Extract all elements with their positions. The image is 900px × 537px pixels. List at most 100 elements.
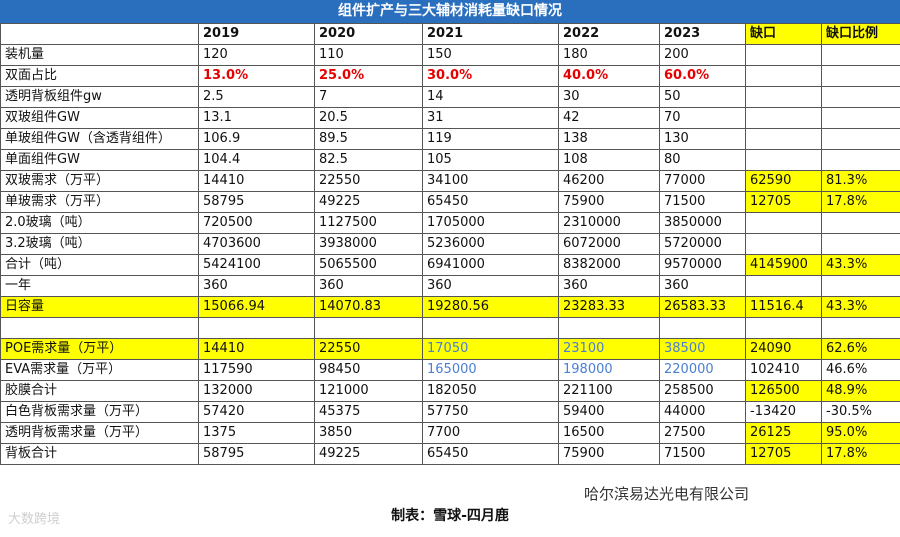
table-cell: 360 — [659, 275, 746, 297]
table-cell: 82.5 — [314, 149, 423, 171]
table-cell: 17050 — [422, 338, 559, 360]
table-cell: 26125 — [745, 422, 822, 444]
table-cell: 43.3% — [821, 254, 900, 276]
table-cell: 80 — [659, 149, 746, 171]
table-cell: 65450 — [422, 191, 559, 213]
row-label: 透明背板组件gw — [0, 86, 199, 108]
watermark-right: 哈尔滨易达光电有限公司 — [584, 483, 750, 504]
table-cell: 23283.33 — [558, 296, 660, 318]
table-cell: 102410 — [745, 359, 822, 381]
table-cell: 8382000 — [558, 254, 660, 276]
row-label: 双玻需求（万平） — [0, 170, 199, 192]
table-cell: 46.6% — [821, 359, 900, 381]
table-cell: 58795 — [198, 191, 315, 213]
table-cell: 720500 — [198, 212, 315, 234]
table-row: 胶膜合计 132000 121000 182050 221100 258500 126500… — [0, 380, 900, 402]
table-cell: 200 — [659, 44, 746, 66]
table-row: 装机量 120 110 150 180 200 — [0, 44, 900, 66]
table-cell — [821, 128, 900, 150]
table-cell: 15066.94 — [198, 296, 315, 318]
table-cell — [821, 86, 900, 108]
table-cell: 1127500 — [314, 212, 423, 234]
table-cell: 221100 — [558, 380, 660, 402]
table-cell: 49225 — [314, 443, 423, 465]
table-cell: 165000 — [422, 359, 559, 381]
table-cell: 25.0% — [314, 65, 423, 87]
table-cell: 48.9% — [821, 380, 900, 402]
table-cell: 30 — [558, 86, 660, 108]
table-cell: 81.3% — [821, 170, 900, 192]
table-cell — [659, 317, 746, 339]
header-cell: 2019 — [198, 23, 315, 45]
row-label: 日容量 — [0, 296, 199, 318]
table-cell: 14 — [422, 86, 559, 108]
table-cell: 6072000 — [558, 233, 660, 255]
table-cell: 117590 — [198, 359, 315, 381]
table-cell: 108 — [558, 149, 660, 171]
table-cell: 110 — [314, 44, 423, 66]
table-cell — [821, 149, 900, 171]
table-cell: 57750 — [422, 401, 559, 423]
table-cell: 17.8% — [821, 191, 900, 213]
table-cell — [745, 317, 822, 339]
table-cell: 50 — [659, 86, 746, 108]
table-cell: 14410 — [198, 170, 315, 192]
row-label: 单玻组件GW（含透背组件） — [0, 128, 199, 150]
table-cell: 360 — [314, 275, 423, 297]
table-cell — [821, 317, 900, 339]
table-row: 日容量 15066.94 14070.83 19280.56 23283.33 26583… — [0, 296, 900, 318]
row-label: 白色背板需求量（万平） — [0, 401, 199, 423]
table-cell: 20.5 — [314, 107, 423, 129]
table-cell — [745, 128, 822, 150]
row-label: POE需求量（万平） — [0, 338, 199, 360]
table-row — [0, 317, 900, 339]
table-cell: 42 — [558, 107, 660, 129]
table-cell: 95.0% — [821, 422, 900, 444]
header-cell: 缺口比例 — [821, 23, 900, 45]
table-cell — [821, 212, 900, 234]
table-cell: 58795 — [198, 443, 315, 465]
row-label: 合计（吨） — [0, 254, 199, 276]
table-cell — [821, 107, 900, 129]
table-row: 白色背板需求量（万平） 57420 45375 57750 59400 44000 -134… — [0, 401, 900, 423]
table-row: EVA需求量（万平） 117590 98450 165000 198000 220000 1… — [0, 359, 900, 381]
row-label: 一年 — [0, 275, 199, 297]
table-cell — [422, 317, 559, 339]
table-cell — [198, 317, 315, 339]
table-cell: 13.1 — [198, 107, 315, 129]
table-cell: 104.4 — [198, 149, 315, 171]
table-cell — [745, 107, 822, 129]
row-label: 双玻组件GW — [0, 107, 199, 129]
table-cell: 77000 — [659, 170, 746, 192]
table-cell — [745, 275, 822, 297]
table-cell: 106.9 — [198, 128, 315, 150]
row-label: 3.2玻璃（吨） — [0, 233, 199, 255]
table-cell — [314, 317, 423, 339]
table-cell: 14410 — [198, 338, 315, 360]
row-label — [0, 317, 199, 339]
table-cell — [745, 65, 822, 87]
table-cell: 89.5 — [314, 128, 423, 150]
table-cell: 23100 — [558, 338, 660, 360]
table-cell: 40.0% — [558, 65, 660, 87]
table-cell — [821, 44, 900, 66]
watermark-left: 大数跨境 — [8, 512, 61, 527]
table-cell: 198000 — [558, 359, 660, 381]
table-cell: 5065500 — [314, 254, 423, 276]
table-cell: 1375 — [198, 422, 315, 444]
table-cell: 13.0% — [198, 65, 315, 87]
table-cell: 12705 — [745, 191, 822, 213]
table-cell: 11516.4 — [745, 296, 822, 318]
table-cell: 14070.83 — [314, 296, 423, 318]
header-cell: 2022 — [558, 23, 660, 45]
table-cell — [745, 149, 822, 171]
row-label: EVA需求量（万平） — [0, 359, 199, 381]
table-cell: 258500 — [659, 380, 746, 402]
table-row: 3.2玻璃（吨） 4703600 3938000 5236000 6072000 5720… — [0, 233, 900, 255]
header-cell — [0, 23, 199, 45]
table-cell: 105 — [422, 149, 559, 171]
table-cell: 44000 — [659, 401, 746, 423]
table-cell: 9570000 — [659, 254, 746, 276]
data-table: 2019 2020 2021 2022 2023 缺口 缺口比例 装机量 120 1… — [0, 23, 900, 465]
table-cell: 46200 — [558, 170, 660, 192]
